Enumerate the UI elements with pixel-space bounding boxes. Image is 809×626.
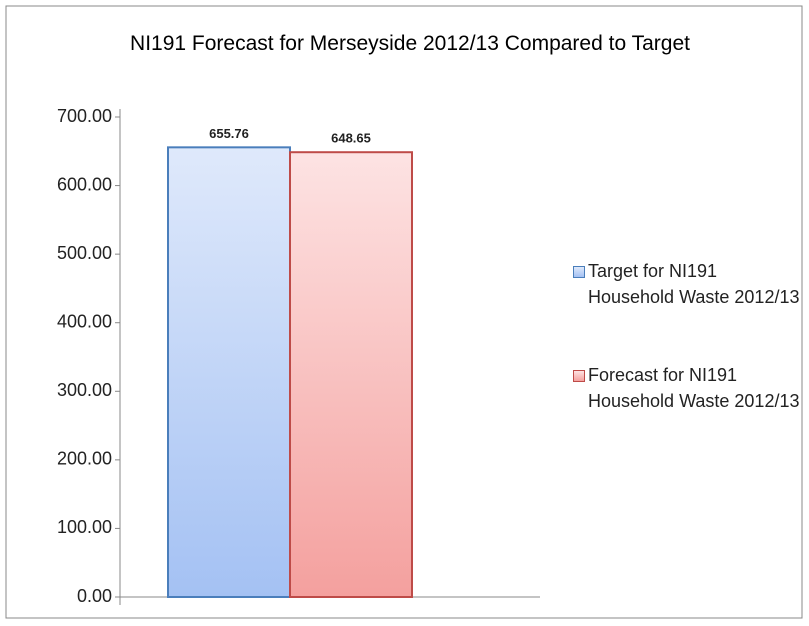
legend-label: Target for NI191 Household Waste 2012/13 bbox=[588, 261, 800, 307]
legend-item: Target for NI191 Household Waste 2012/13 bbox=[573, 258, 803, 310]
bar bbox=[289, 151, 413, 598]
legend-item: Forecast for NI191 Household Waste 2012/… bbox=[573, 362, 803, 414]
data-label: 655.76 bbox=[209, 126, 249, 141]
y-tick-label: 0.00 bbox=[77, 586, 112, 606]
y-tick-label: 100.00 bbox=[57, 517, 112, 537]
legend-swatch bbox=[573, 370, 585, 382]
y-tick-label: 600.00 bbox=[57, 174, 112, 194]
y-tick-label: 200.00 bbox=[57, 449, 112, 469]
chart-title: NI191 Forecast for Merseyside 2012/13 Co… bbox=[130, 32, 690, 55]
y-tick-label: 300.00 bbox=[57, 380, 112, 400]
data-label: 648.65 bbox=[331, 131, 371, 146]
y-tick-label: 700.00 bbox=[57, 106, 112, 126]
y-tick-label: 400.00 bbox=[57, 311, 112, 331]
legend-label: Forecast for NI191 Household Waste 2012/… bbox=[588, 365, 800, 411]
legend-swatch bbox=[573, 266, 585, 278]
bar bbox=[167, 146, 291, 598]
y-tick-label: 500.00 bbox=[57, 243, 112, 263]
chart-border bbox=[5, 5, 803, 619]
